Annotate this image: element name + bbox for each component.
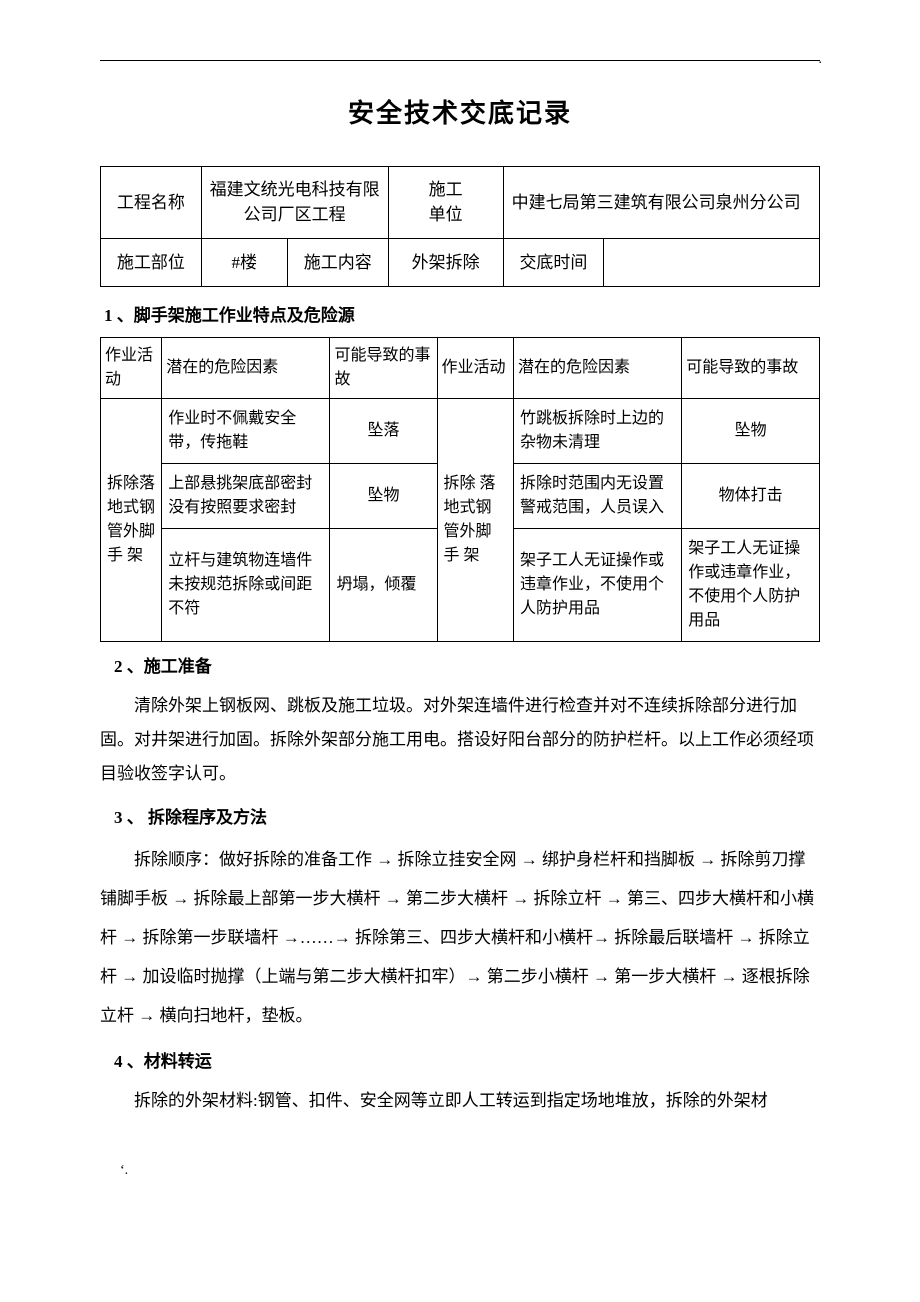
meta-unit-label: 施工单位 [388,166,503,238]
meta-time-label: 交底时间 [503,238,604,286]
meta-project-label: 工程名称 [101,166,202,238]
page-title: 安全技术交底记录 [100,91,820,138]
risk-l-accident-2: 坍塌，倾覆 [330,529,437,642]
meta-content-value: 外架拆除 [388,238,503,286]
risk-activity-left: 拆除落地式钢管外脚手 架 [101,399,162,642]
section2-paragraph: 清除外架上钢板网、跳板及施工垃圾。对外架连墙件进行检查并对不连续拆除部分进行加固… [100,689,820,791]
risk-l-factor-1: 上部悬挑架底部密封没有按照要求密封 [162,464,330,529]
risk-r-accident-2: 架子工人无证操作或违章作业，不使用个人防护用品 [682,529,820,642]
section4-heading: 4 、材料转运 [114,1047,820,1078]
section1-heading: 1 、脚手架施工作业特点及危险源 [104,301,820,332]
risk-r-factor-0: 竹跳板拆除时上边的杂物未清理 [514,399,682,464]
risk-hdr-factor-r: 潜在的危险因素 [514,338,682,399]
risk-hdr-accident-l: 可能导致的事故 [330,338,437,399]
risk-l-accident-0: 坠落 [330,399,437,464]
meta-table: 工程名称 福建文统光电科技有限公司厂区工程 施工单位 中建七局第三建筑有限公司泉… [100,166,820,287]
risk-r-factor-1: 拆除时范围内无设置警戒范围，人员误入 [514,464,682,529]
risk-l-accident-1: 坠物 [330,464,437,529]
meta-location-label: 施工部位 [101,238,202,286]
top-horizontal-rule [100,60,820,61]
risk-activity-right: 拆除 落地式钢管外脚手 架 [437,399,513,642]
risk-r-accident-0: 坠物 [682,399,820,464]
risk-l-factor-2: 立杆与建筑物连墙件未按规范拆除或间距不符 [162,529,330,642]
meta-content-label: 施工内容 [287,238,388,286]
risk-hdr-accident-r: 可能导致的事故 [682,338,820,399]
section4-paragraph: 拆除的外架材料:钢管、扣件、安全网等立即人工转运到指定场地堆放，拆除的外架材 [100,1084,820,1118]
risk-r-factor-2: 架子工人无证操作或违章作业，不使用个人防护用品 [514,529,682,642]
section2-heading: 2 、施工准备 [114,652,820,683]
risk-hdr-activity-l: 作业活动 [101,338,162,399]
meta-location-value: #楼 [201,238,287,286]
meta-time-value [604,238,820,286]
risk-hdr-factor-l: 潜在的危险因素 [162,338,330,399]
risk-table: 作业活动 潜在的危险因素 可能导致的事故 作业活动 潜在的危险因素 可能导致的事… [100,337,820,642]
section3-paragraph: 拆除顺序：做好拆除的准备工作 → 拆除立挂安全网 → 绑护身栏杆和挡脚板 → 拆… [100,840,820,1035]
meta-unit-value: 中建七局第三建筑有限公司泉州分公司 [503,166,819,238]
bottom-mark: ‘. [100,1158,820,1183]
meta-project-value: 福建文统光电科技有限公司厂区工程 [201,166,388,238]
section3-heading: 3 、 拆除程序及方法 [114,803,820,834]
risk-r-accident-1: 物体打击 [682,464,820,529]
risk-l-factor-0: 作业时不佩戴安全带，传拖鞋 [162,399,330,464]
risk-hdr-activity-r: 作业活动 [437,338,513,399]
